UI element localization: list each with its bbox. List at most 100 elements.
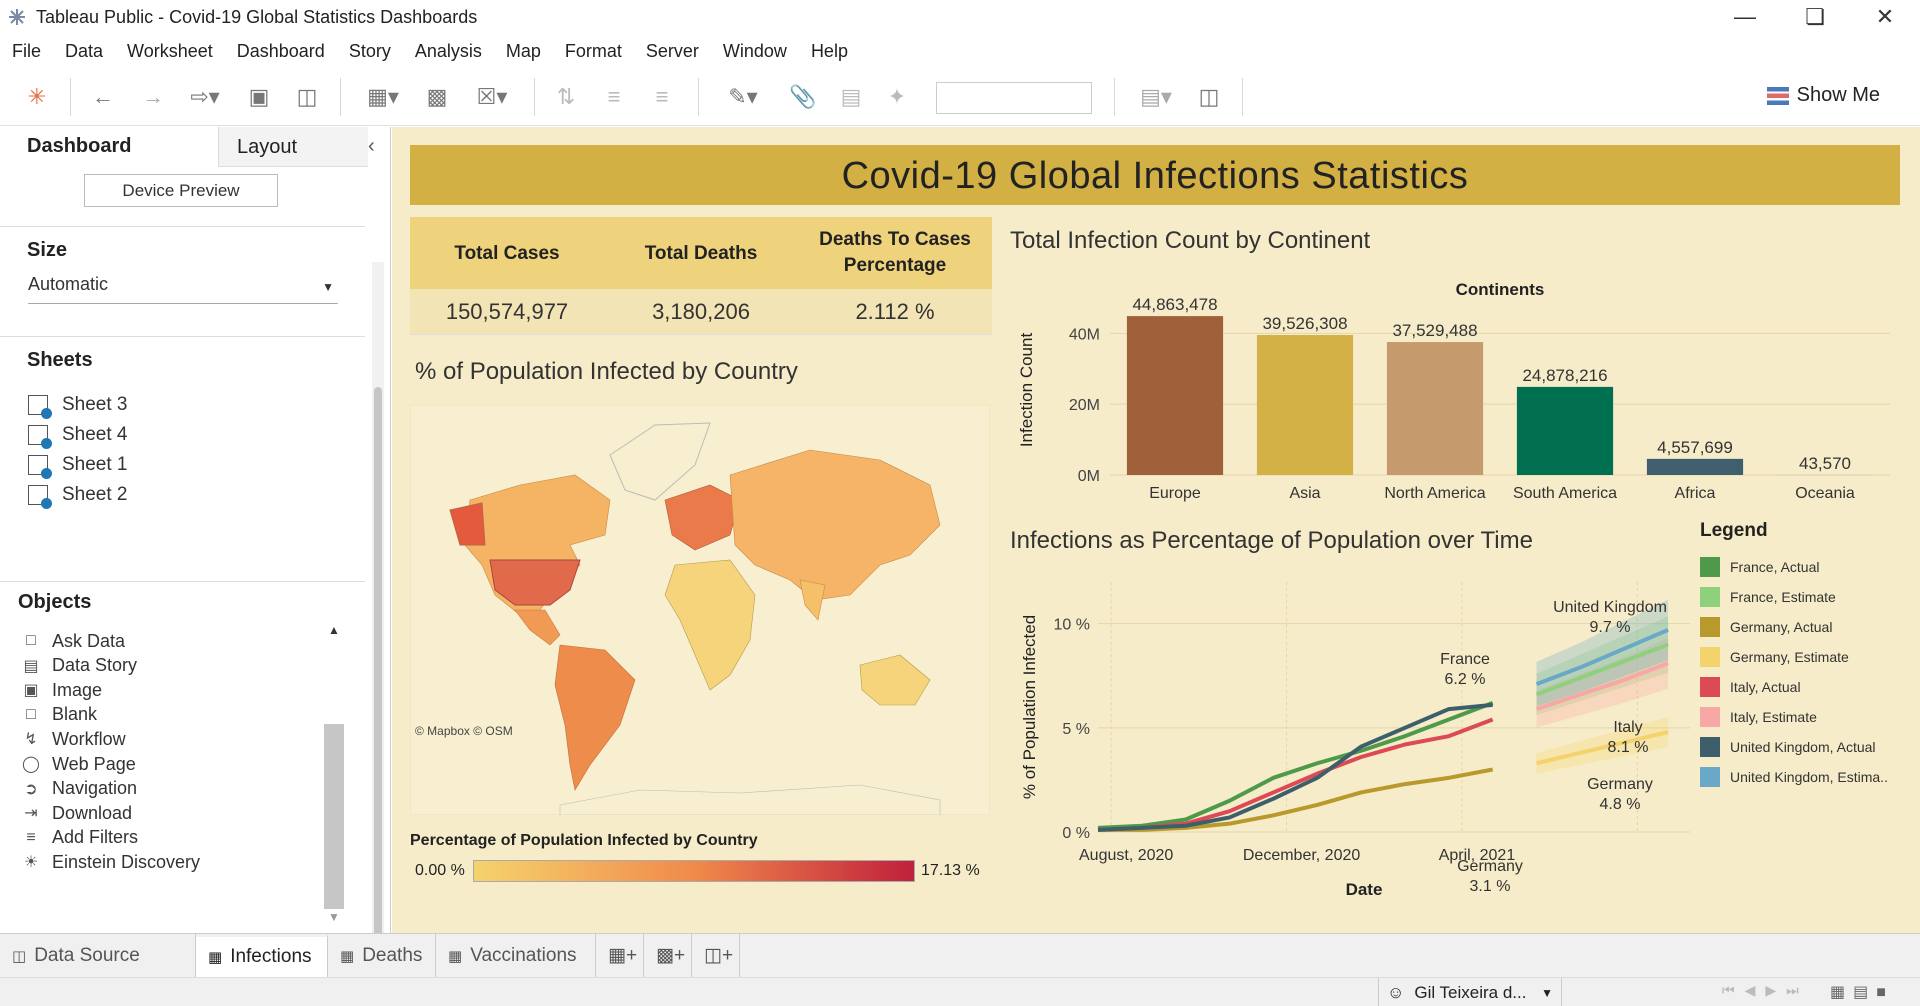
sort-ascending-icon[interactable]: ≡ [607, 84, 621, 109]
menu-help[interactable]: Help [810, 40, 848, 61]
ask-data-icon: □ [26, 632, 36, 649]
object-item[interactable]: ▤ Data Story [22, 652, 137, 680]
menu-analysis[interactable]: Analysis [414, 40, 482, 61]
menu-format[interactable]: Format [564, 40, 622, 61]
menu-window[interactable]: Window [722, 40, 787, 61]
menu-worksheet[interactable]: Worksheet [127, 40, 213, 61]
view-mode-icon[interactable]: ▦▤■ [1830, 984, 1894, 1001]
panel-scrollbar[interactable] [372, 262, 384, 972]
scroll-up-icon[interactable]: ▲ [328, 623, 340, 637]
sheet-label: Sheet 2 [62, 484, 128, 505]
bar-category-label: South America [1513, 485, 1617, 502]
menu-bar: File Data Worksheet Dashboard Story Anal… [0, 34, 1920, 68]
sheet-item[interactable]: Sheet 1 [28, 451, 128, 479]
tab-label: Infections [230, 946, 312, 967]
menu-data[interactable]: Data [65, 40, 104, 61]
sort-descending-icon[interactable]: ≡ [655, 84, 669, 109]
tab-dashboard[interactable]: Dashboard [27, 135, 132, 157]
world-map[interactable]: © Mapbox © OSM [409, 404, 991, 816]
collapse-panel-icon[interactable]: ‹ [368, 135, 375, 157]
object-item[interactable]: ➲ Navigation [22, 775, 137, 803]
legend-swatch [1700, 647, 1720, 667]
size-title: Size [27, 239, 68, 261]
object-item[interactable]: ◯ Web Page [22, 750, 136, 778]
save-icon[interactable]: ▣ [248, 84, 270, 109]
presentation-icon[interactable]: ◫ [1198, 84, 1220, 109]
size-select[interactable]: Automatic ▼ [28, 274, 338, 304]
tab-infections[interactable]: ▦ Infections [196, 934, 328, 977]
menu-dashboard[interactable]: Dashboard [236, 40, 325, 61]
kpi-header-ratio-line1: Deaths To Cases [819, 229, 971, 250]
show-me-label: Show Me [1796, 84, 1880, 106]
legend-item[interactable]: United Kingdom, Actual [1700, 732, 1910, 762]
menu-server[interactable]: Server [645, 40, 699, 61]
new-story-tab-icon[interactable]: ◫+ [692, 934, 740, 977]
legend-item[interactable]: Germany, Estimate [1700, 642, 1910, 672]
sheet-label: Sheet 3 [62, 394, 128, 415]
page-nav-icon[interactable]: ⏮◀▶⏭ [1722, 982, 1809, 998]
close-icon[interactable]: ✕ [1875, 4, 1895, 29]
new-worksheet-icon[interactable]: ▦▾ [367, 84, 399, 109]
scroll-down-icon[interactable]: ▼ [328, 910, 340, 924]
line-annotation-value: 6.2 % [1445, 671, 1486, 688]
legend-item[interactable]: Germany, Actual [1700, 612, 1910, 642]
menu-story[interactable]: Story [348, 40, 391, 61]
tab-vaccinations[interactable]: ▦ Vaccinations [436, 934, 596, 977]
bar-subtitle: Continents [1456, 280, 1545, 299]
tab-deaths[interactable]: ▦ Deaths [328, 934, 436, 977]
tableau-home-icon[interactable]: ✳ [27, 84, 47, 109]
bar-value-label: 43,570 [1799, 454, 1851, 473]
object-item[interactable]: ↯ Workflow [22, 725, 125, 753]
legend-item[interactable]: Italy, Actual [1700, 672, 1910, 702]
series-line [1535, 661, 1669, 711]
sheet-item[interactable]: Sheet 2 [28, 481, 128, 509]
object-item[interactable]: ≡ Add Filters [22, 824, 138, 852]
sheet-item[interactable]: Sheet 3 [28, 391, 128, 419]
worksheet-icon [28, 395, 52, 419]
text-icon[interactable]: ▤ [840, 84, 862, 109]
line-annotation-value: 4.8 % [1600, 796, 1641, 813]
objects-scrollbar[interactable]: ▲ ▼ [324, 623, 344, 927]
redo-icon[interactable]: → [142, 84, 164, 109]
duplicate-sheet-icon[interactable]: ▩ [426, 84, 448, 109]
dashboard-icon: ▦ [448, 947, 463, 965]
device-preview-button[interactable]: Device Preview [84, 174, 278, 207]
tab-layout[interactable]: Layout [218, 127, 368, 167]
legend-item[interactable]: France, Actual [1700, 552, 1910, 582]
object-item[interactable]: ⇥ Download [22, 799, 132, 827]
object-item[interactable]: □ Blank [22, 701, 97, 729]
tab-data-source[interactable]: ◫ Data Source [0, 934, 196, 977]
object-label: Image [52, 679, 103, 700]
swap-icon[interactable]: ⇅ [556, 84, 576, 109]
menu-map[interactable]: Map [505, 40, 541, 61]
pin-icon[interactable]: ✦ [887, 84, 907, 109]
minimize-icon[interactable]: — [1734, 4, 1756, 29]
new-worksheet-tab-icon[interactable]: ▦+ [596, 934, 644, 977]
redirect-icon[interactable]: ⇨▾ [190, 84, 220, 109]
show-cards-icon[interactable]: ▤▾ [1140, 84, 1172, 109]
maximize-icon[interactable]: ❏ [1805, 4, 1825, 29]
dashboard-title: Covid-19 Global Infections Statistics [410, 145, 1900, 205]
user-menu[interactable]: ☺ Gil Teixeira d... ▼ [1378, 978, 1562, 1006]
line-annotation-country: France [1440, 651, 1490, 668]
undo-icon[interactable]: ← [92, 84, 114, 109]
object-item[interactable]: □ Ask Data [22, 627, 125, 655]
menu-file[interactable]: File [12, 40, 42, 61]
bar-chart[interactable]: Continents 0M 20M 40M Infection Count 44,863,… [1010, 275, 1910, 515]
legend-item[interactable]: Italy, Estimate [1700, 702, 1910, 732]
legend-item[interactable]: United Kingdom, Estima.. [1700, 762, 1910, 792]
kpi-value-ratio: 2.112 % [855, 299, 935, 324]
show-me-button[interactable]: Show Me [1766, 84, 1880, 107]
fit-select[interactable] [936, 82, 1092, 114]
new-data-source-icon[interactable]: ◫ [296, 84, 318, 109]
legend-item[interactable]: France, Estimate [1700, 582, 1910, 612]
new-dashboard-tab-icon[interactable]: ▩+ [644, 934, 692, 977]
line-chart[interactable]: 0 % 5 % 10 % August, 2020 December, 2020 Apri… [1010, 560, 1700, 905]
object-item[interactable]: ☀ Einstein Discovery [22, 848, 200, 876]
highlight-icon[interactable]: ✎▾ [728, 84, 758, 109]
estimate-band [1536, 717, 1669, 774]
object-item[interactable]: ▣ Image [22, 676, 102, 704]
clear-sheet-icon[interactable]: ☒▾ [476, 84, 508, 109]
sheet-item[interactable]: Sheet 4 [28, 421, 128, 449]
attach-icon[interactable]: 📎 [789, 84, 817, 109]
